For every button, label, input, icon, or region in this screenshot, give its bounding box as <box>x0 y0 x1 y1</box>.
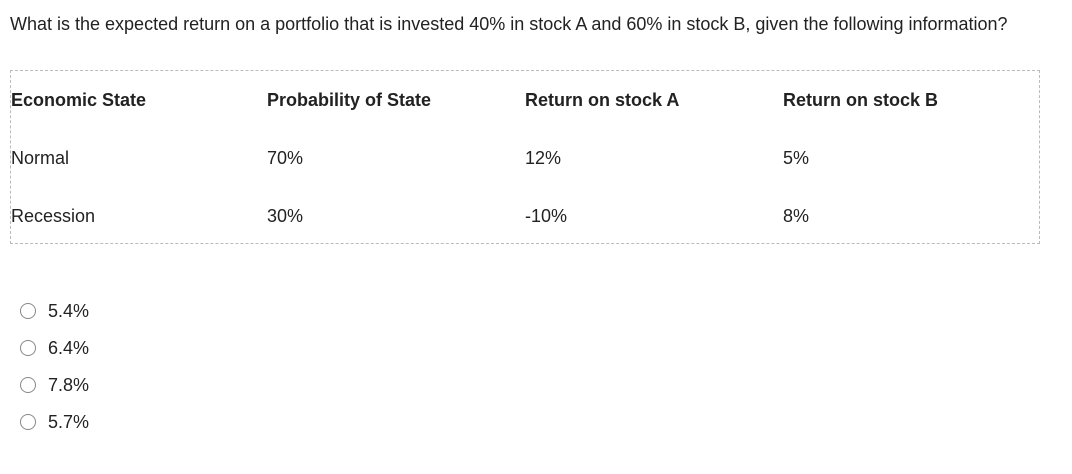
answer-option[interactable]: 5.7% <box>20 410 89 434</box>
answer-option[interactable]: 7.8% <box>20 373 89 397</box>
option-label: 7.8% <box>48 374 90 395</box>
header-cell: Economic State <box>11 90 147 110</box>
question: What is the expected return on a portfol… <box>10 14 1008 34</box>
header-cell: Return on stock B <box>783 90 939 110</box>
table-cell: Normal <box>11 148 70 168</box>
table-cell: 5% <box>783 148 810 168</box>
radio-button[interactable] <box>20 414 36 430</box>
table-cell: Recession <box>11 206 96 226</box>
option-label: 5.4% <box>48 300 90 321</box>
table-cell: 8% <box>783 206 810 226</box>
info-table: Economic State Probability of State Return… <box>10 70 1040 244</box>
option-label: 6.4% <box>48 337 90 358</box>
answer-option[interactable]: 6.4% <box>20 336 89 360</box>
radio-button[interactable] <box>20 303 36 319</box>
option-label: 5.7% <box>48 411 90 432</box>
header-cell: Return on stock A <box>525 90 680 110</box>
radio-button[interactable] <box>20 377 36 393</box>
table-cell: 12% <box>525 148 562 168</box>
radio-button[interactable] <box>20 340 36 356</box>
header-cell: Probability of State <box>267 90 432 110</box>
answer-option[interactable]: 5.4% <box>20 299 89 323</box>
table-cell: 30% <box>267 206 304 226</box>
table-cell: 70% <box>267 148 304 168</box>
table-cell: -10% <box>525 206 568 226</box>
